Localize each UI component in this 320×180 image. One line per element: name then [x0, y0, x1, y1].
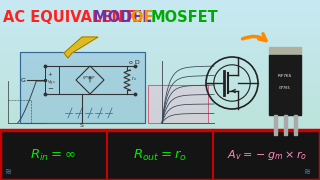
Text: +: +	[47, 72, 52, 77]
Text: AC EQUIVALENT: AC EQUIVALENT	[3, 10, 139, 25]
Text: $R_{in} = \infty$: $R_{in} = \infty$	[30, 147, 76, 163]
Text: G7765: G7765	[279, 86, 291, 90]
Bar	[269, 55, 301, 115]
Bar	[293, 115, 297, 135]
Text: $A_v = -g_m \times r_o$: $A_v = -g_m \times r_o$	[227, 148, 307, 162]
Bar	[274, 115, 276, 135]
Text: ≋: ≋	[4, 167, 11, 176]
Text: $r_o$: $r_o$	[131, 74, 137, 83]
Bar	[148, 85, 208, 123]
Bar	[0, 130, 320, 180]
Text: $g_m v_{gs}$: $g_m v_{gs}$	[82, 74, 96, 82]
Text: MOSFET: MOSFET	[150, 10, 218, 25]
Text: −: −	[47, 86, 53, 92]
Text: S: S	[80, 123, 84, 128]
Bar	[284, 115, 286, 135]
Text: G: G	[21, 78, 26, 82]
Text: ≋: ≋	[303, 167, 310, 176]
Text: OF: OF	[131, 10, 159, 25]
Text: MODEL: MODEL	[92, 10, 156, 25]
Bar	[20, 52, 145, 123]
Text: $v_{gs}$: $v_{gs}$	[47, 79, 56, 88]
Bar	[45, 66, 59, 94]
Bar	[269, 47, 301, 55]
Text: o D: o D	[129, 60, 140, 64]
Bar	[20, 52, 145, 123]
Bar	[148, 85, 208, 123]
Bar	[0, 130, 320, 180]
Text: IRF765: IRF765	[278, 74, 292, 78]
Polygon shape	[64, 37, 98, 58]
Text: $R_{out} = r_o$: $R_{out} = r_o$	[133, 147, 187, 163]
